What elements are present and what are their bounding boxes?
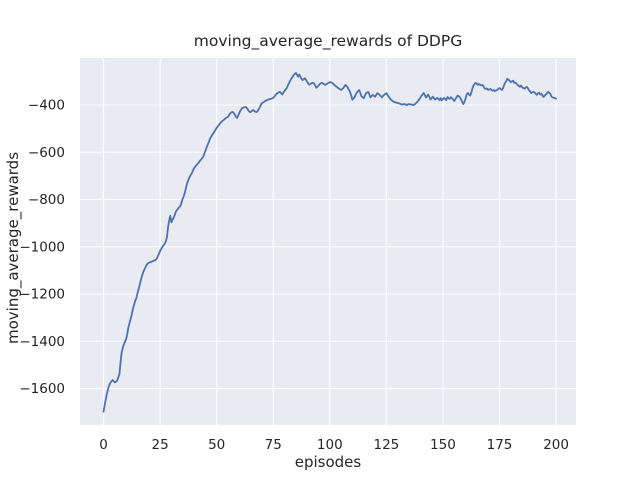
x-axis-label: episodes [295, 453, 362, 471]
x-tick-label: 75 [265, 437, 282, 453]
x-tick-label: 50 [208, 437, 225, 453]
x-tick-label: 175 [487, 437, 513, 453]
x-tick-label: 150 [430, 437, 456, 453]
series-line [102, 72, 557, 413]
series-moving_average_rewards [102, 72, 557, 413]
gridlines [80, 58, 576, 425]
x-tick-labels: 0 25 50 75 100 125 150 175 200 [99, 437, 569, 453]
x-tick-label: 0 [99, 437, 108, 453]
x-tick-label: 200 [543, 437, 569, 453]
y-tick-label: −1600 [19, 381, 65, 397]
y-tick-label: −400 [28, 98, 65, 114]
x-tick-label: 125 [373, 437, 399, 453]
y-tick-label: −1200 [19, 287, 65, 303]
plot-area [80, 58, 576, 425]
y-tick-labels: −1600 −1400 −1200 −1000 −800 −600 −400 [19, 98, 65, 397]
y-tick-label: −1000 [19, 239, 65, 255]
chart-title: moving_average_rewards of DDPG [194, 32, 462, 51]
x-tick-label: 100 [317, 437, 343, 453]
y-tick-label: −600 [28, 145, 65, 161]
y-tick-label: −800 [28, 192, 65, 208]
x-tick-label: 25 [152, 437, 169, 453]
y-tick-label: −1400 [19, 334, 65, 350]
y-axis-label: moving_average_rewards [4, 152, 23, 344]
